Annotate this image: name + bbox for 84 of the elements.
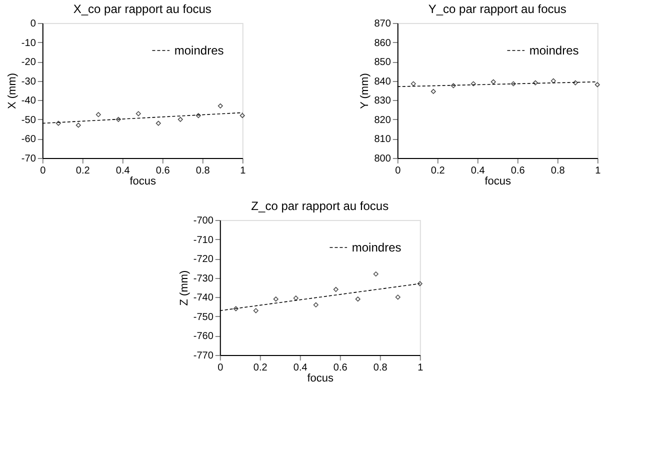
point bbox=[56, 120, 61, 126]
point bbox=[293, 296, 298, 301]
point bbox=[572, 80, 578, 86]
y-tick-label: -730 bbox=[193, 273, 214, 284]
point bbox=[550, 78, 556, 84]
x-tick-label: 0.8 bbox=[196, 166, 210, 176]
x-tick-label: 0.4 bbox=[293, 362, 308, 374]
point bbox=[313, 302, 318, 308]
point bbox=[96, 112, 101, 118]
x-tick-label: 0.6 bbox=[156, 166, 170, 176]
x-tick-label: 0 bbox=[40, 166, 46, 176]
y-tick-label: 830 bbox=[374, 96, 392, 107]
point bbox=[450, 83, 456, 88]
x-tick-label: 0.6 bbox=[333, 362, 348, 374]
y-tick-label: -20 bbox=[21, 57, 36, 68]
x-tick-label: 0 bbox=[395, 166, 402, 176]
point bbox=[355, 296, 360, 302]
legend-label: moindres bbox=[352, 240, 402, 254]
y-tick-label: 860 bbox=[374, 38, 392, 49]
point bbox=[196, 113, 201, 118]
chart-title: Z_co par rapport au focus bbox=[251, 199, 389, 213]
y-tick-label: 0 bbox=[30, 18, 36, 30]
y-tick-label: 850 bbox=[374, 57, 392, 68]
x-tick-label: 0.2 bbox=[253, 362, 268, 374]
x-tick-label: 0 bbox=[218, 362, 224, 374]
y-tick-label: -30 bbox=[21, 76, 36, 88]
x-tick-label: 0.8 bbox=[373, 362, 388, 374]
y-axis-title: X (mm) bbox=[6, 72, 18, 110]
y-tick-label: -700 bbox=[193, 216, 214, 226]
y-tick-label: 800 bbox=[374, 154, 392, 164]
y-tick-label: -770 bbox=[193, 350, 214, 362]
point bbox=[470, 81, 476, 86]
point bbox=[417, 281, 422, 286]
y-tick-label: -40 bbox=[21, 96, 36, 107]
y-tick-label: -70 bbox=[21, 154, 36, 164]
point bbox=[373, 271, 378, 277]
y-tick-label: -710 bbox=[193, 234, 214, 246]
y-tick-label: -60 bbox=[21, 134, 36, 146]
point bbox=[430, 88, 436, 94]
y-tick-label: -760 bbox=[193, 331, 214, 342]
y-tick-label: -10 bbox=[21, 38, 36, 49]
x-tick-label: 1 bbox=[418, 362, 424, 374]
x-tick-label: 1 bbox=[595, 166, 602, 176]
y-axis-title: Z (mm) bbox=[178, 270, 190, 306]
y-tick-label: 820 bbox=[374, 114, 392, 126]
y-tick-label: -740 bbox=[193, 292, 214, 304]
legend-label: moindres bbox=[529, 44, 579, 58]
point bbox=[253, 308, 258, 314]
x-axis-title: focus bbox=[130, 176, 157, 188]
point bbox=[218, 103, 223, 108]
x-tick-label: 0.2 bbox=[76, 166, 90, 176]
y-tick-label: -750 bbox=[193, 312, 214, 323]
point bbox=[410, 81, 416, 86]
point bbox=[532, 80, 538, 86]
y-tick-label: 810 bbox=[374, 134, 392, 146]
legend-label: moindres bbox=[174, 44, 224, 58]
point bbox=[76, 122, 81, 128]
point bbox=[136, 111, 141, 116]
point bbox=[333, 286, 338, 292]
point bbox=[178, 116, 183, 122]
x-axis-title: focus bbox=[484, 176, 512, 188]
point bbox=[156, 120, 161, 126]
point bbox=[240, 113, 245, 118]
x-tick-label: 0.4 bbox=[116, 166, 130, 176]
y-tick-label: -720 bbox=[193, 254, 214, 266]
point bbox=[490, 79, 496, 84]
point bbox=[116, 116, 121, 122]
x-tick-label: 0.4 bbox=[470, 166, 486, 176]
x-tick-label: 1 bbox=[240, 166, 246, 176]
y-tick-label: 870 bbox=[374, 18, 392, 30]
point bbox=[233, 306, 238, 312]
chart-title: X_co par rapport au focus bbox=[73, 2, 212, 16]
x-tick-label: 0.2 bbox=[430, 166, 446, 176]
x-tick-label: 0.8 bbox=[550, 166, 566, 176]
point bbox=[395, 294, 400, 300]
point bbox=[594, 82, 600, 88]
y-axis-title: Y (mm) bbox=[359, 73, 372, 109]
x-axis-title: focus bbox=[307, 372, 334, 384]
y-tick-label: 840 bbox=[374, 76, 392, 88]
y-tick-label: -50 bbox=[21, 114, 36, 126]
x-tick-label: 0.6 bbox=[510, 166, 526, 176]
chart-title: Y_co par rapport au focus bbox=[428, 2, 566, 16]
point bbox=[510, 81, 516, 86]
point bbox=[273, 296, 278, 302]
